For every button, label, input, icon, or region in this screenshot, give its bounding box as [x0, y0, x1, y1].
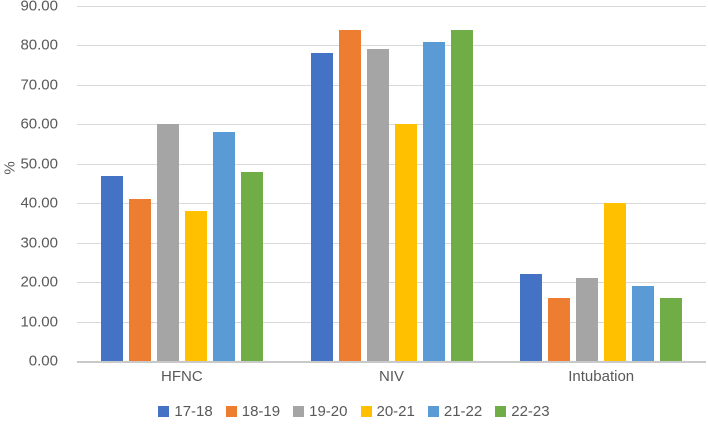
- legend-item-18-19: 18-19: [225, 402, 281, 420]
- y-tick-label: 0.00: [28, 352, 58, 370]
- legend-item-22-23: 22-23: [495, 402, 550, 420]
- legend-label: 17-18: [174, 402, 213, 420]
- legend-item-21-22: 21-22: [427, 402, 483, 420]
- legend-swatch-icon: [158, 405, 170, 417]
- bar-21-22-hfnc: [212, 132, 235, 361]
- legend-label: 20-21: [376, 402, 415, 420]
- y-tick-label: 60.00: [20, 115, 58, 133]
- x-category-label: NIV: [379, 368, 405, 385]
- bar-20-21-niv: [394, 124, 417, 361]
- gridline: [77, 282, 706, 284]
- y-tick-label: 70.00: [20, 76, 58, 94]
- legend-swatch-icon: [225, 405, 237, 417]
- bars: [77, 6, 706, 361]
- bar-21-22-intubation: [632, 286, 655, 361]
- bar-18-19-niv: [338, 29, 361, 361]
- bar-17-18-intubation: [520, 274, 543, 361]
- bar-19-20-niv: [366, 49, 389, 361]
- legend-swatch-icon: [293, 405, 305, 417]
- gridline: [77, 6, 706, 7]
- y-tick-label: 10.00: [20, 313, 58, 331]
- y-axis-labels: 0.00 10.00 20.00 30.00 40.00 50.00 60.00 70.00 8…: [0, 0, 64, 369]
- gridline: [77, 124, 706, 126]
- gridline: [77, 203, 706, 205]
- y-tick-label: 30.00: [20, 234, 58, 252]
- y-tick-label: 20.00: [20, 273, 58, 291]
- legend-item-19-20: 19-20: [293, 402, 348, 420]
- legend-swatch-icon: [427, 405, 439, 417]
- bar-19-20-hfnc: [156, 124, 179, 361]
- bar-22-23-intubation: [660, 297, 683, 361]
- bar-17-18-niv: [310, 53, 333, 361]
- bar-18-19-hfnc: [128, 199, 151, 361]
- bar-21-22-niv: [422, 41, 445, 361]
- legend-label: 18-19: [241, 402, 281, 420]
- gridlines: [77, 6, 706, 361]
- legend-swatch-icon: [360, 405, 372, 417]
- bar-group-hfnc: [77, 6, 287, 361]
- gridline: [77, 84, 706, 86]
- bar-19-20-intubation: [576, 278, 599, 361]
- bar-22-23-niv: [450, 29, 473, 361]
- legend-swatch-icon: [495, 405, 507, 417]
- legend-item-17-18: 17-18: [158, 402, 213, 420]
- x-axis-labels: HFNC NIV Intubation: [77, 368, 706, 385]
- legend-label: 22-23: [511, 402, 550, 420]
- bar-22-23-hfnc: [240, 171, 263, 361]
- y-tick-label: 90.00: [20, 0, 58, 15]
- bar-18-19-intubation: [548, 297, 571, 361]
- bar-20-21-intubation: [604, 203, 627, 361]
- y-tick-label: 50.00: [20, 155, 58, 173]
- bar-group-niv: [287, 6, 497, 361]
- y-tick-label: 80.00: [20, 36, 58, 54]
- legend: 17-18 18-19 19-20 20-21 21-22 22-23: [0, 400, 708, 422]
- x-category-label: HFNC: [161, 368, 203, 385]
- gridline: [77, 321, 706, 323]
- bar-20-21-hfnc: [184, 211, 207, 361]
- legend-label: 19-20: [309, 402, 348, 420]
- plot-area: [77, 6, 706, 363]
- y-tick-label: 40.00: [20, 194, 58, 212]
- legend-label: 21-22: [443, 402, 483, 420]
- gridline: [77, 163, 706, 165]
- legend-item-20-21: 20-21: [360, 402, 415, 420]
- bar-group-intubation: [496, 6, 706, 361]
- bar-17-18-hfnc: [100, 175, 123, 361]
- gridline: [77, 45, 706, 47]
- gridline: [77, 242, 706, 244]
- x-category-label: Intubation: [568, 368, 635, 385]
